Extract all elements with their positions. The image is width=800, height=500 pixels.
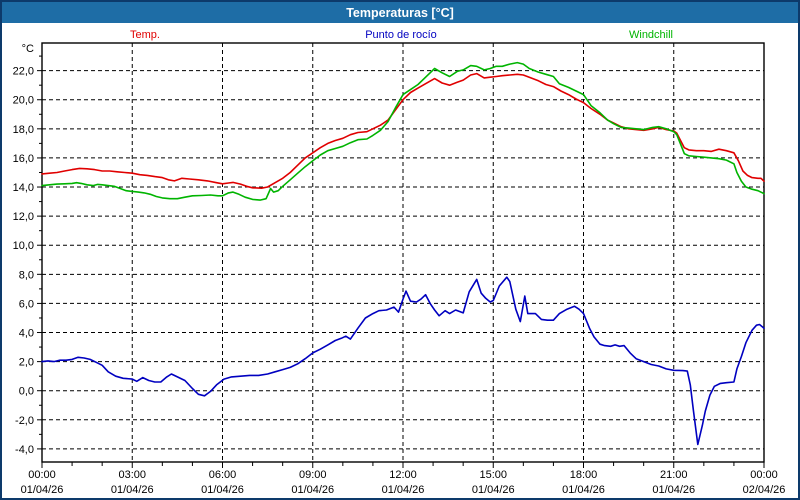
series-line-punto-de-roc-o <box>41 276 765 446</box>
x-tick-date-label: 01/04/26 <box>21 484 64 496</box>
x-tick-time-label: 12:00 <box>389 469 417 481</box>
y-tick-label: 10,0 <box>13 240 34 252</box>
y-tick-label: 4,0 <box>19 328 34 340</box>
y-tick-label: 22,0 <box>13 66 34 78</box>
legend-temp: Temp. <box>130 29 160 41</box>
x-tick-time-label: 18:00 <box>570 469 598 481</box>
x-tick-time-label: 09:00 <box>299 469 327 481</box>
y-tick-label: 6,0 <box>19 298 34 310</box>
x-tick-date-label: 01/04/26 <box>111 484 154 496</box>
x-tick-time-label: 00:00 <box>28 469 56 481</box>
y-tick-label: 8,0 <box>19 269 34 281</box>
x-tick-date-label: 02/04/26 <box>743 484 786 496</box>
y-tick-label: 14,0 <box>13 182 34 194</box>
x-tick-date-label: 01/04/26 <box>562 484 605 496</box>
plot-frame <box>41 42 765 463</box>
y-tick-label: 12,0 <box>13 211 34 223</box>
x-tick-time-label: 00:00 <box>750 469 778 481</box>
y-tick-label: 18,0 <box>13 124 34 136</box>
legend-dew-point: Punto de rocío <box>365 29 437 41</box>
window-title-bar: Temperaturas [°C] <box>2 2 798 23</box>
x-tick-time-label: 15:00 <box>479 469 507 481</box>
x-tick-time-label: 21:00 <box>660 469 688 481</box>
legend-windchill: Windchill <box>628 29 674 41</box>
chart-title: Temperaturas [°C] <box>346 5 454 20</box>
y-axis-unit-label: °C <box>22 43 34 55</box>
y-tick-label: 16,0 <box>13 153 34 165</box>
y-tick-label: 20,0 <box>13 95 34 107</box>
y-tick-label: -2,0 <box>15 415 34 427</box>
x-tick-date-label: 01/04/26 <box>472 484 515 496</box>
series-line-windchill <box>41 61 765 201</box>
x-tick-time-label: 03:00 <box>118 469 146 481</box>
x-tick-time-label: 06:00 <box>209 469 237 481</box>
y-tick-label: 2,0 <box>19 357 34 369</box>
x-tick-date-label: 01/04/26 <box>201 484 244 496</box>
y-tick-label: -4,0 <box>15 444 34 456</box>
x-tick-date-label: 01/04/26 <box>382 484 425 496</box>
x-tick-date-label: 01/04/26 <box>652 484 695 496</box>
y-tick-label: 0,0 <box>19 386 34 398</box>
x-tick-date-label: 01/04/26 <box>291 484 334 496</box>
